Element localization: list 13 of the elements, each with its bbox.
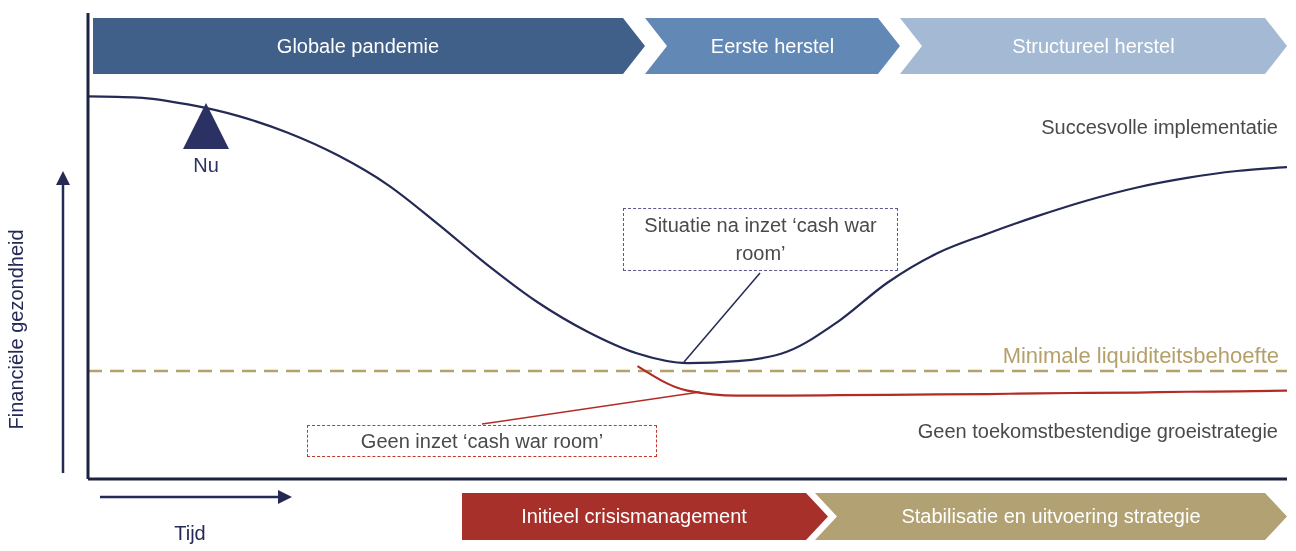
y-axis-title: Financiële gezondheid: [4, 229, 28, 430]
text: Globale pandemie: [276, 34, 440, 58]
text: Eerste herstel: [710, 34, 835, 58]
text: Initieel crisismanagement: [521, 505, 747, 528]
x-axis-title: Tijd: [173, 522, 207, 545]
text: Stabilisatie en uitvoering strategie: [901, 505, 1201, 528]
series-label: Succesvolle implementatie: [1041, 116, 1278, 139]
annotation: Situatie na inzet ‘cash war room’: [623, 208, 898, 271]
text: Structureel herstel: [1012, 34, 1175, 58]
annotation: Geen inzet ‘cash war room’: [307, 425, 657, 457]
annotation: Nu: [192, 154, 220, 177]
series-label: Geen toekomstbestendige groeistrategie: [917, 420, 1278, 443]
ref-line-label: Minimale liquiditeitsbehoefte: [1002, 343, 1279, 369]
